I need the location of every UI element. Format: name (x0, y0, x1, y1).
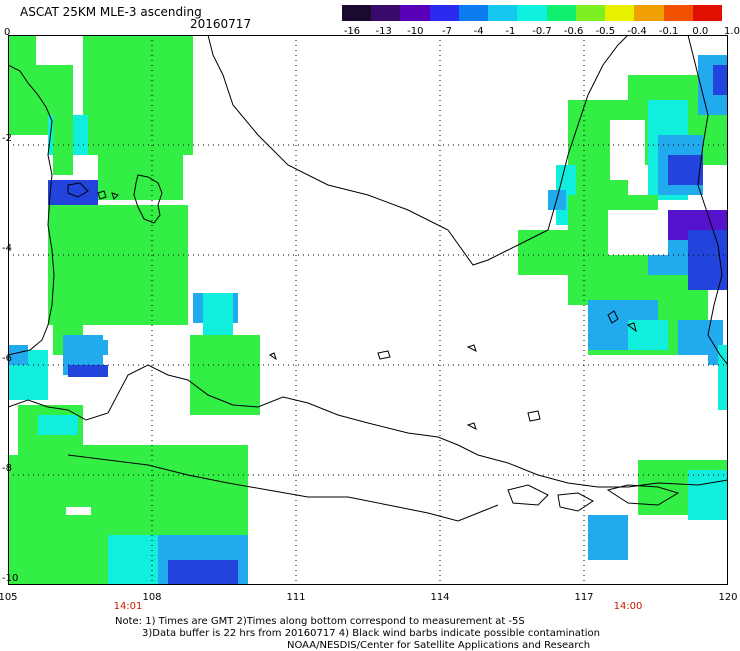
pass-time-left: 14:01 (113, 601, 143, 612)
latitude-label: -4 (2, 243, 12, 254)
colorbar-swatch (605, 5, 635, 21)
colorbar-label: -0.4 (627, 26, 647, 37)
wind-swath-map (8, 35, 728, 585)
swath-cell (98, 145, 183, 200)
colorbar-label: -7 (442, 26, 452, 37)
colorbar (342, 5, 723, 21)
latitude-label: 0 (4, 27, 11, 38)
product-title: ASCAT 25KM MLE-3 ascending (20, 5, 202, 19)
swath-cell (66, 507, 91, 515)
longitude-label: 105 (0, 592, 18, 603)
colorbar-label: -16 (343, 26, 361, 37)
swath-cell (68, 365, 108, 377)
swath-cell (668, 155, 703, 185)
swath-cells (8, 35, 728, 585)
swath-cell (718, 345, 728, 410)
coastlines (8, 35, 728, 522)
coastline-bali (507, 484, 594, 512)
swath-cell (518, 230, 573, 275)
latitude-label: -10 (2, 573, 19, 584)
colorbar-swatch (546, 5, 576, 21)
colorbar-swatch (517, 5, 547, 21)
colorbar-swatch (575, 5, 606, 21)
colorbar-label: -4 (473, 26, 484, 37)
colorbar-swatch (634, 5, 664, 21)
coastline-karimunjawa (269, 344, 477, 361)
product-date: 20160717 (190, 17, 252, 31)
colorbar-swatch (692, 5, 723, 21)
swath-cell (168, 560, 238, 585)
swath-cell (588, 515, 628, 560)
colorbar-swatch (371, 5, 401, 21)
swath-cell (8, 345, 28, 365)
longitude-label: 108 (142, 592, 162, 603)
colorbar-swatch (342, 5, 372, 21)
longitude-label: 114 (430, 592, 450, 603)
swath-cell (38, 415, 78, 435)
swath-cell (223, 375, 258, 415)
swath-cell (8, 455, 68, 585)
pass-time-right: 14:00 (613, 601, 643, 612)
graticule (8, 35, 728, 585)
colorbar-label: -0.5 (595, 26, 616, 37)
swath-cell (688, 470, 728, 520)
note-line-1: Note: 1) Times are GMT 2)Times along bot… (115, 616, 525, 627)
swath-cell (83, 35, 193, 155)
coastline-java-south (67, 454, 499, 522)
colorbar-swatch (488, 5, 518, 21)
swath-cell (688, 230, 728, 290)
colorbar-label: -10 (407, 26, 424, 37)
colorbar-label: 0.0 (692, 26, 709, 37)
swath-cell (8, 35, 36, 65)
longitude-label: 111 (286, 592, 306, 603)
swath-cell (78, 340, 108, 355)
latitude-label: -2 (2, 133, 12, 144)
colorbar-label: 1.0 (724, 26, 740, 37)
colorbar-swatch (458, 5, 489, 21)
colorbar-labels: -16 -13 -10 -7 -4 -1 -0.7 -0.6 -0.5 -0.4 -0.1 0.0 1.… (330, 26, 740, 40)
coastline-sumatra (8, 64, 55, 356)
colorbar-swatch (400, 5, 430, 21)
latitude-label: -8 (2, 463, 12, 474)
latitude-label: -6 (2, 353, 12, 364)
coastline-borneo-islands (607, 310, 637, 333)
note-line-2: 3)Data buffer is 22 hrs from 20160717 4)… (142, 628, 600, 639)
map-frame (8, 35, 728, 585)
coastline-borneo (207, 35, 629, 266)
colorbar-label: -0.7 (532, 26, 552, 37)
coastline-sumbawa (606, 484, 680, 506)
longitude-label: 117 (574, 592, 594, 603)
swath-cell (608, 210, 668, 255)
colorbar-label: -0.6 (563, 26, 584, 37)
colorbar-label: -1 (505, 26, 516, 37)
coastline-islands-west (67, 182, 119, 200)
swath-cell (713, 65, 728, 95)
coastline-java (8, 364, 728, 488)
coastline-bangka (133, 174, 163, 224)
coastline-sulawesi (687, 35, 728, 366)
colorbar-swatch (663, 5, 693, 21)
colorbar-swatch (429, 5, 459, 21)
colorbar-label: -0.1 (658, 26, 679, 37)
longitude-label: 120 (718, 592, 738, 603)
colorbar-label: -13 (375, 26, 392, 37)
coastline-bawean (466, 410, 541, 430)
swath-cell (610, 120, 645, 180)
note-line-3: NOAA/NESDIS/Center for Satellite Applica… (287, 640, 591, 651)
